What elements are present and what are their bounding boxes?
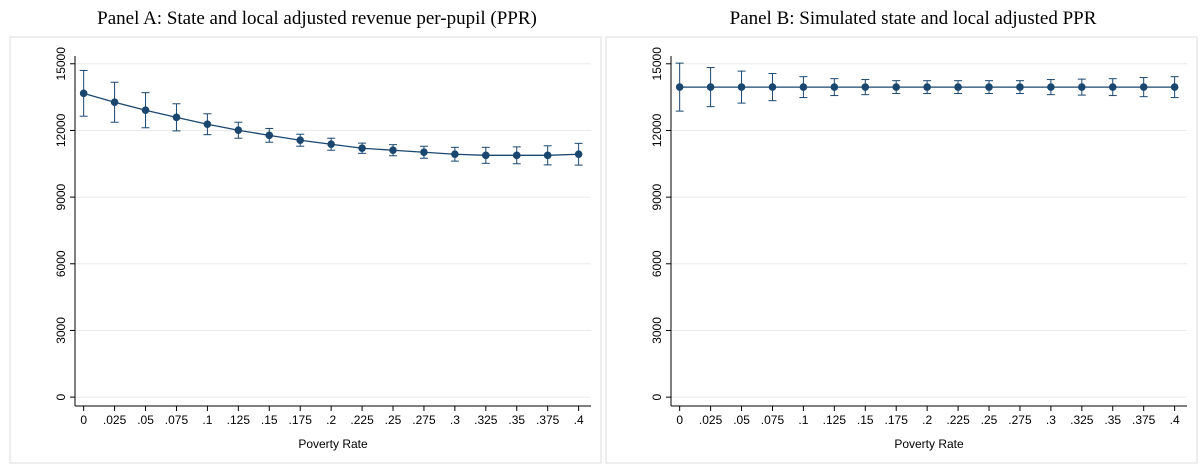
point <box>512 151 521 160</box>
x-tick-label: .375 <box>1132 413 1156 427</box>
panel-frame <box>605 36 1198 464</box>
x-tick-label: .2 <box>326 413 336 427</box>
point <box>923 83 931 91</box>
x-tick-label: .125 <box>823 413 847 427</box>
x-tick-label: .225 <box>946 413 970 427</box>
point <box>79 89 88 98</box>
point <box>420 148 428 157</box>
y-tick-label: 6000 <box>650 250 664 277</box>
x-tick-label: .35 <box>1104 413 1121 427</box>
point <box>574 150 583 159</box>
point <box>203 120 212 129</box>
point <box>451 150 459 159</box>
point <box>892 83 901 91</box>
x-tick-label: .35 <box>508 413 525 427</box>
point <box>358 144 366 153</box>
x-axis-label: Poverty Rate <box>894 437 964 451</box>
x-tick-label: .175 <box>885 413 909 427</box>
x-tick-label: .325 <box>1070 413 1094 427</box>
x-tick-label: .375 <box>536 413 560 427</box>
point <box>954 83 962 91</box>
point <box>172 113 181 122</box>
x-tick-label: .075 <box>761 413 785 427</box>
y-tick-label: 3000 <box>650 317 664 344</box>
point <box>296 136 305 145</box>
y-tick-label: 0 <box>650 393 664 400</box>
point <box>861 83 870 91</box>
x-tick-label: .15 <box>857 413 874 427</box>
point <box>1016 83 1024 91</box>
y-tick-label: 9000 <box>54 183 68 210</box>
point <box>1139 83 1148 91</box>
x-tick-label: .025 <box>699 413 723 427</box>
point <box>327 140 335 149</box>
x-tick-label: .4 <box>574 413 584 427</box>
x-tick-label: .225 <box>350 413 374 427</box>
x-tick-label: .1 <box>202 413 212 427</box>
point <box>141 106 150 115</box>
point <box>799 83 808 91</box>
x-tick-label: .3 <box>450 413 460 427</box>
point <box>737 83 746 91</box>
point <box>706 83 715 91</box>
x-tick-label: .175 <box>289 413 313 427</box>
point <box>389 146 397 155</box>
x-tick-label: .125 <box>227 413 251 427</box>
point <box>675 83 684 91</box>
x-tick-label: .05 <box>733 413 750 427</box>
x-tick-label: .05 <box>137 413 154 427</box>
x-axis-label: Poverty Rate <box>298 437 368 451</box>
point <box>985 83 993 91</box>
chart-title: Panel A: State and local adjusted revenu… <box>97 8 537 29</box>
y-tick-label: 3000 <box>54 317 68 344</box>
x-tick-label: .275 <box>1008 413 1032 427</box>
x-tick-label: .15 <box>261 413 278 427</box>
x-tick-label: .275 <box>412 413 436 427</box>
x-tick-label: .25 <box>981 413 998 427</box>
x-tick-label: .075 <box>165 413 189 427</box>
point <box>265 131 274 140</box>
y-tick-label: 15000 <box>54 47 68 81</box>
x-tick-label: .4 <box>1170 413 1180 427</box>
panel-frame <box>9 36 602 464</box>
point <box>830 83 839 91</box>
y-tick-label: 0 <box>54 393 68 400</box>
point <box>768 83 777 91</box>
x-tick-label: .25 <box>385 413 402 427</box>
x-tick-label: .325 <box>474 413 498 427</box>
point <box>1078 83 1086 91</box>
x-tick-label: .2 <box>922 413 932 427</box>
x-tick-label: .3 <box>1046 413 1056 427</box>
x-tick-label: .1 <box>798 413 808 427</box>
point <box>1170 83 1179 91</box>
point <box>543 151 552 160</box>
point <box>234 126 243 135</box>
y-tick-label: 12000 <box>54 113 68 147</box>
y-tick-label: 9000 <box>650 183 664 210</box>
y-tick-label: 15000 <box>650 47 664 81</box>
chart-title: Panel B: Simulated state and local adjus… <box>730 8 1097 29</box>
x-tick-label: 0 <box>80 413 87 427</box>
x-tick-label: .025 <box>103 413 127 427</box>
point <box>110 98 119 107</box>
point <box>482 151 490 160</box>
y-tick-label: 6000 <box>54 250 68 277</box>
point <box>1108 83 1117 91</box>
point <box>1047 83 1055 91</box>
x-tick-label: 0 <box>676 413 683 427</box>
y-tick-label: 12000 <box>650 113 664 147</box>
